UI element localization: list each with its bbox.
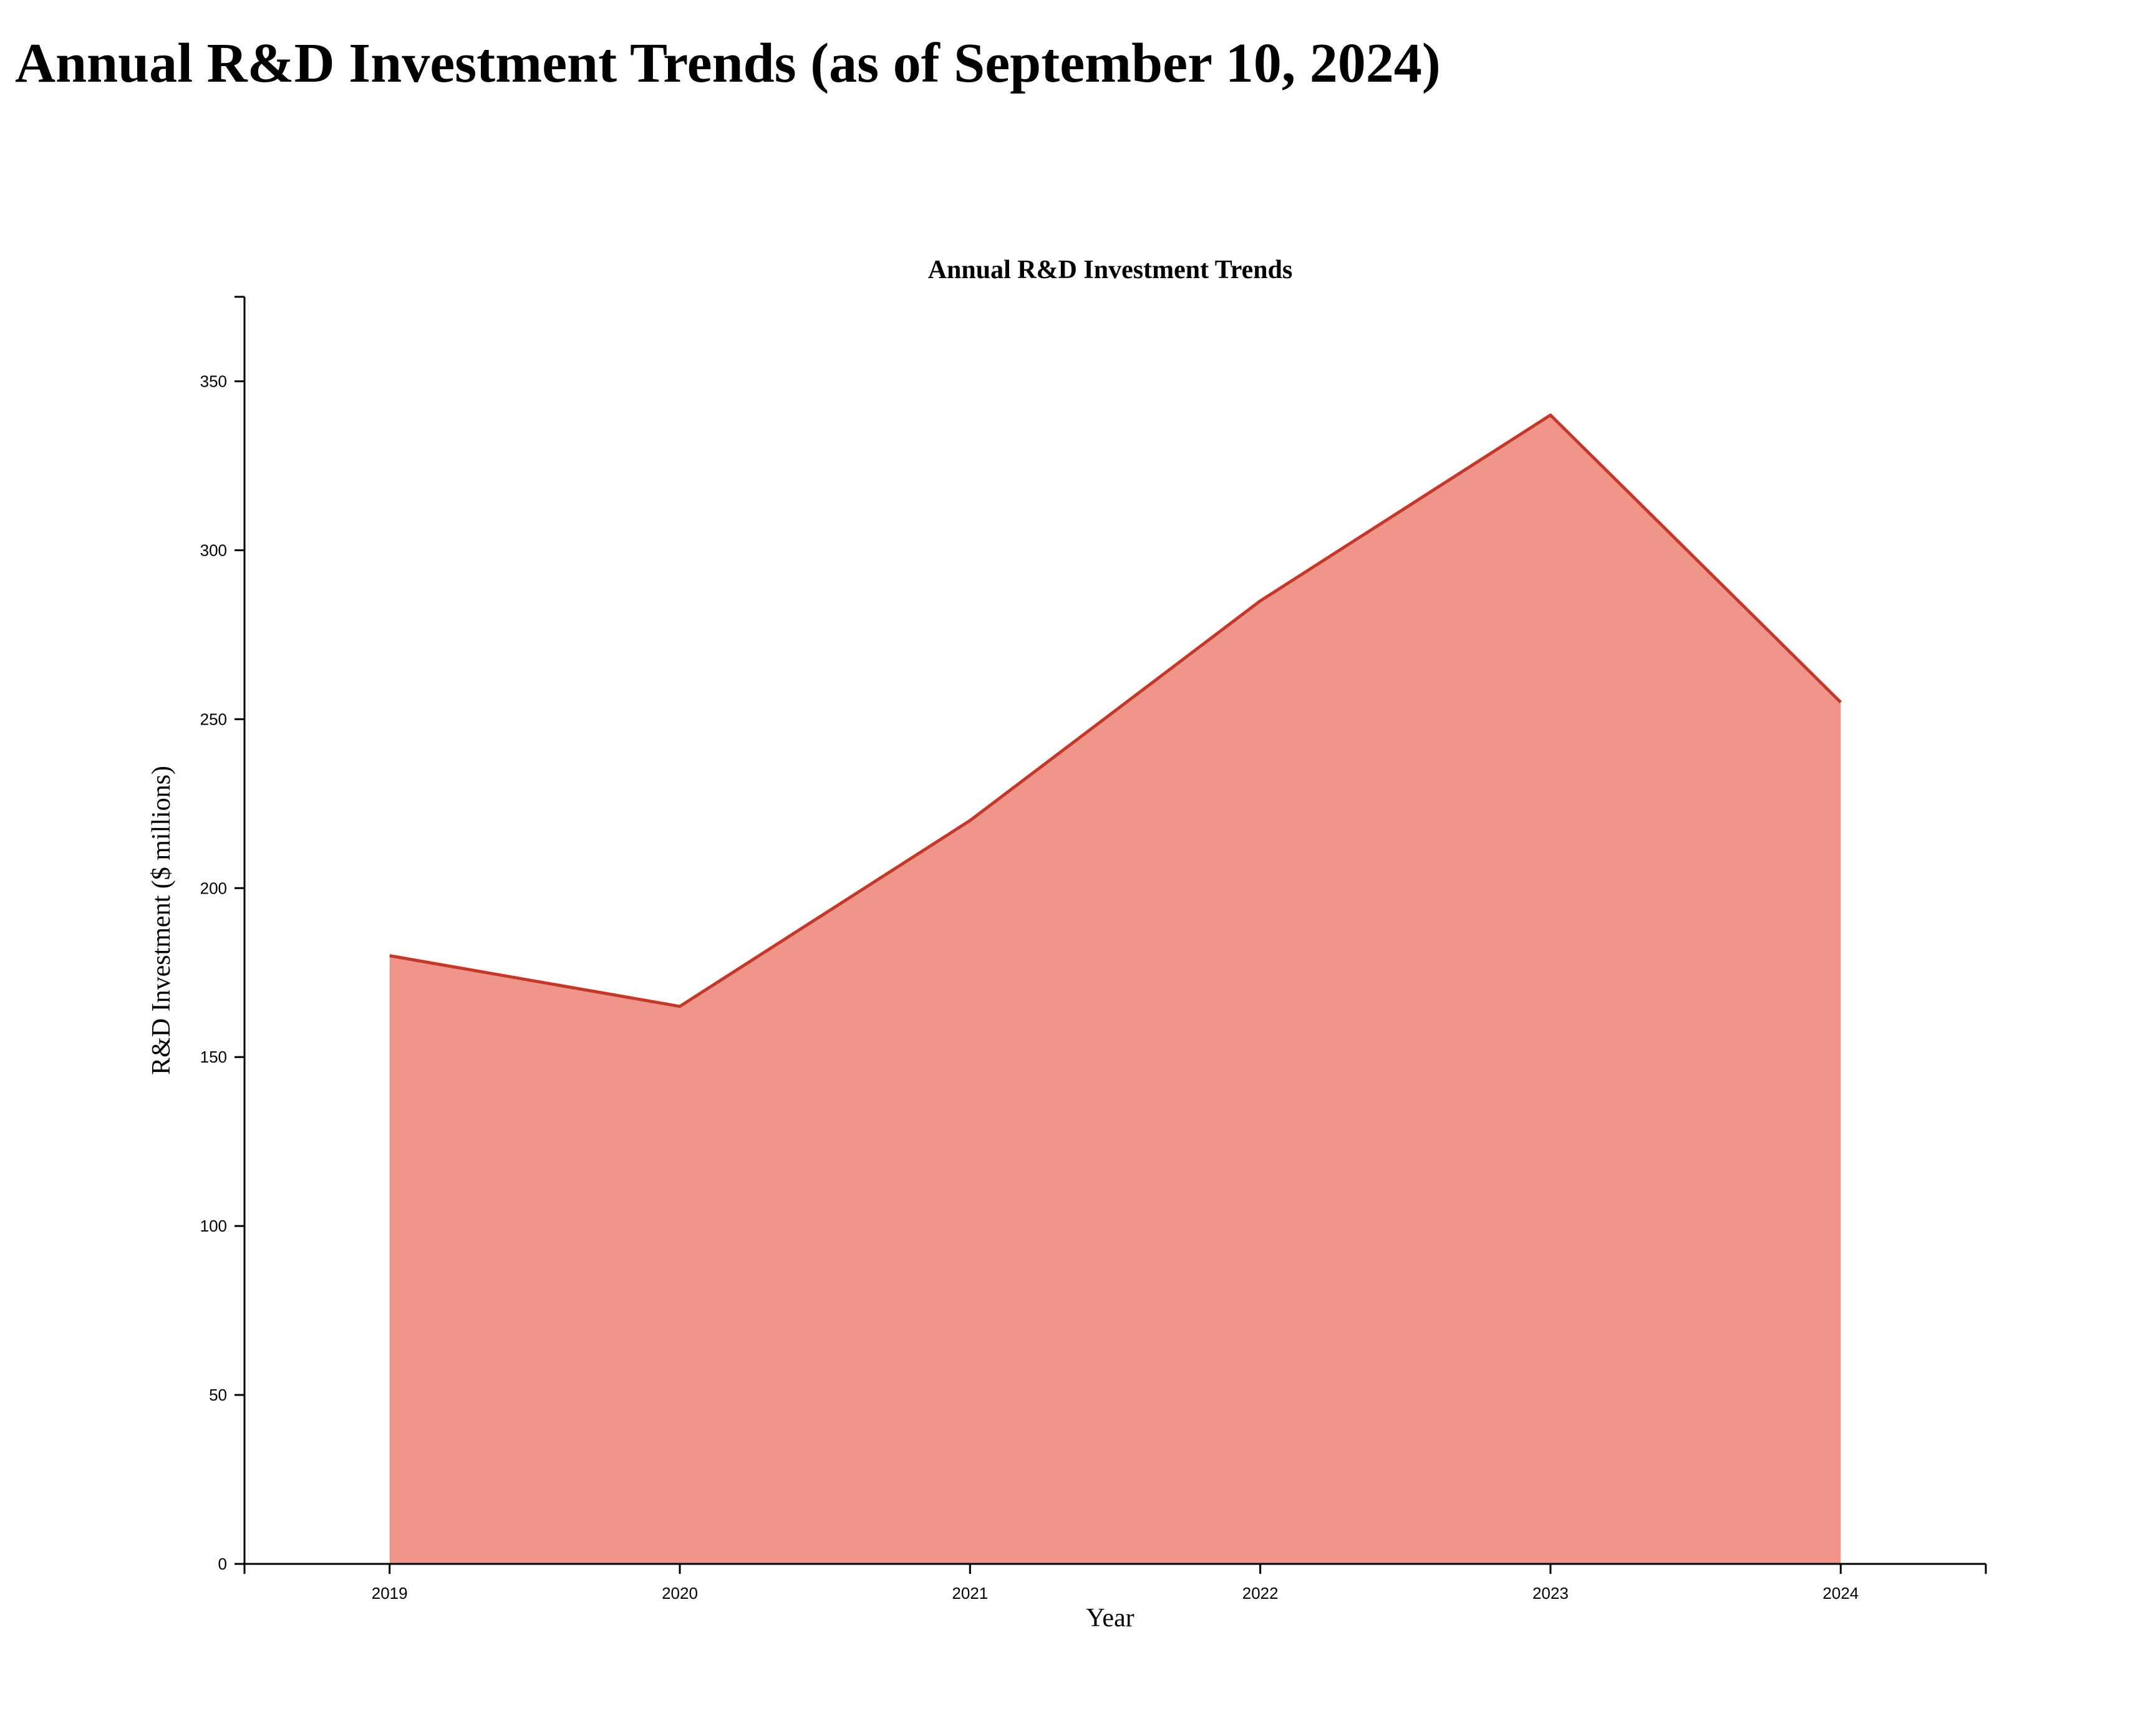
y-axis-title: R&D Investment ($ millions) (147, 766, 176, 1075)
y-tick-label-250: 250 (200, 710, 227, 728)
y-tick-label-150: 150 (200, 1048, 227, 1066)
y-tick-label-350: 350 (200, 372, 227, 390)
y-tick-label-200: 200 (200, 879, 227, 897)
y-tick-label-100: 100 (200, 1217, 227, 1235)
x-tick-label-2024: 2024 (1822, 1584, 1859, 1603)
y-axis: 0 50 100 150 200 250 300 350 (200, 296, 246, 1573)
x-tick-label-2019: 2019 (372, 1584, 408, 1603)
x-axis-title: Year (1086, 1604, 1134, 1632)
x-tick-label-2023: 2023 (1532, 1584, 1569, 1603)
area-fill (389, 415, 1841, 1564)
page-heading: Annual R&D Investment Trends (as of Sept… (15, 32, 1441, 94)
x-tick-label-2022: 2022 (1242, 1584, 1279, 1603)
y-tick-label-50: 50 (209, 1386, 227, 1404)
x-tick-label-2020: 2020 (662, 1584, 698, 1603)
plot-area (389, 413, 1842, 1564)
y-tick-label-300: 300 (200, 541, 227, 559)
series-line (389, 413, 1842, 1008)
x-axis: 2019 2020 2021 2022 2023 2024 (243, 1563, 1987, 1603)
x-tick-label-2021: 2021 (952, 1584, 988, 1603)
chart-title: Annual R&D Investment Trends (928, 256, 1293, 284)
y-tick-label-0: 0 (218, 1555, 227, 1573)
